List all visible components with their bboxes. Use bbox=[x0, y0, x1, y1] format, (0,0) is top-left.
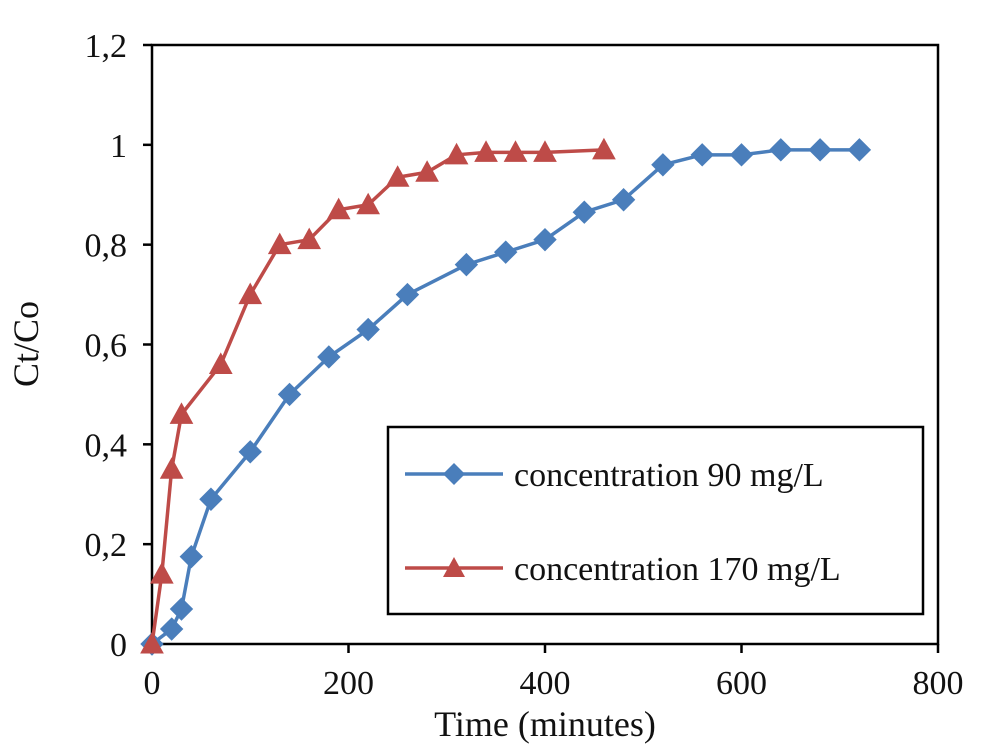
x-tick-label: 800 bbox=[913, 665, 964, 702]
data-point bbox=[444, 142, 469, 165]
legend: concentration 90 mg/L concentration 170 … bbox=[386, 425, 925, 616]
y-axis-title: Ct/Co bbox=[6, 301, 46, 387]
data-point bbox=[140, 631, 164, 654]
data-point bbox=[179, 544, 204, 569]
legend-label-170: concentration 170 mg/L bbox=[514, 551, 841, 588]
data-point bbox=[847, 138, 872, 162]
data-point bbox=[356, 317, 380, 342]
data-point bbox=[493, 240, 518, 264]
data-point bbox=[690, 143, 714, 167]
data-point bbox=[808, 138, 832, 162]
data-point bbox=[169, 597, 194, 621]
x-axis-ticks: 0 200 400 600 800 bbox=[144, 644, 964, 702]
data-point bbox=[533, 227, 557, 252]
x-tick-label: 200 bbox=[323, 665, 374, 702]
data-point bbox=[415, 160, 439, 182]
y-tick-label: 1 bbox=[110, 128, 127, 165]
data-point bbox=[317, 345, 341, 369]
data-point bbox=[454, 252, 479, 277]
data-point bbox=[169, 402, 194, 424]
legend-box bbox=[386, 425, 925, 616]
data-point bbox=[199, 487, 223, 511]
legend-item-90: concentration 90 mg/L bbox=[405, 457, 824, 494]
series-170 bbox=[140, 137, 616, 654]
legend-marker-90 bbox=[443, 463, 465, 485]
legend-label-90: concentration 90 mg/L bbox=[514, 457, 824, 494]
data-point bbox=[395, 282, 420, 307]
data-point bbox=[326, 197, 351, 220]
y-tick-label: 0,4 bbox=[85, 427, 128, 464]
data-point bbox=[533, 140, 557, 162]
x-axis-title: Time (minutes) bbox=[434, 704, 656, 744]
data-point bbox=[238, 282, 263, 305]
data-point bbox=[729, 143, 754, 167]
data-point bbox=[159, 457, 184, 479]
y-axis-ticks: 0 0,2 0,4 0,6 0,8 1 1,2 bbox=[85, 28, 152, 664]
data-point bbox=[297, 227, 322, 250]
y-tick-label: 0 bbox=[110, 627, 127, 664]
y-tick-label: 0,2 bbox=[85, 527, 128, 564]
data-point bbox=[267, 232, 292, 255]
data-point bbox=[503, 140, 528, 162]
x-tick-label: 600 bbox=[716, 665, 767, 702]
series-layer bbox=[140, 137, 872, 656]
data-point bbox=[572, 200, 597, 224]
data-point bbox=[385, 165, 410, 187]
y-tick-label: 1,2 bbox=[85, 28, 128, 65]
x-tick-label: 400 bbox=[520, 665, 571, 702]
legend-marker-170 bbox=[443, 557, 465, 577]
data-point bbox=[277, 382, 302, 407]
data-point bbox=[651, 153, 675, 177]
data-point bbox=[208, 352, 233, 374]
data-point bbox=[159, 617, 184, 641]
data-point bbox=[238, 440, 262, 464]
data-point bbox=[356, 192, 380, 215]
y-tick-label: 0,6 bbox=[85, 328, 128, 365]
legend-item-170: concentration 170 mg/L bbox=[405, 551, 841, 588]
y-tick-label: 0,8 bbox=[85, 228, 128, 265]
data-point bbox=[592, 137, 616, 160]
data-point bbox=[769, 138, 793, 162]
data-point bbox=[474, 140, 498, 162]
data-point bbox=[611, 188, 636, 212]
x-tick-label: 0 bbox=[144, 665, 161, 702]
data-point bbox=[149, 562, 174, 584]
